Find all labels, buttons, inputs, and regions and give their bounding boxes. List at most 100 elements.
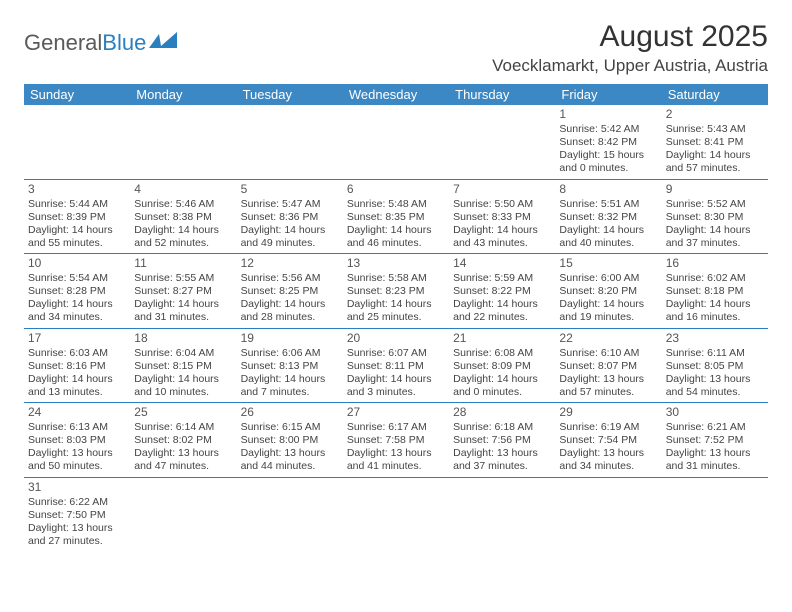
calendar-cell: 10Sunrise: 5:54 AMSunset: 8:28 PMDayligh… xyxy=(24,254,130,329)
daylight-text: Daylight: 14 hours and 19 minutes. xyxy=(559,298,657,324)
sunrise-text: Sunrise: 6:14 AM xyxy=(134,421,232,434)
logo-text-2: Blue xyxy=(102,30,146,56)
sunrise-text: Sunrise: 6:19 AM xyxy=(559,421,657,434)
calendar-week-row: 1Sunrise: 5:42 AMSunset: 8:42 PMDaylight… xyxy=(24,105,768,179)
daylight-text: Daylight: 14 hours and 40 minutes. xyxy=(559,224,657,250)
daylight-text: Daylight: 13 hours and 50 minutes. xyxy=(28,447,126,473)
sunset-text: Sunset: 8:25 PM xyxy=(241,285,339,298)
calendar-page: GeneralBlue August 2025 Voecklamarkt, Up… xyxy=(0,0,792,571)
sunrise-text: Sunrise: 5:52 AM xyxy=(666,198,764,211)
sunrise-text: Sunrise: 6:18 AM xyxy=(453,421,551,434)
calendar-cell: 9Sunrise: 5:52 AMSunset: 8:30 PMDaylight… xyxy=(662,179,768,254)
daylight-text: Daylight: 13 hours and 31 minutes. xyxy=(666,447,764,473)
day-number: 13 xyxy=(347,256,445,271)
sunrise-text: Sunrise: 6:11 AM xyxy=(666,347,764,360)
sunrise-text: Sunrise: 5:56 AM xyxy=(241,272,339,285)
daylight-text: Daylight: 13 hours and 27 minutes. xyxy=(28,522,126,548)
sunset-text: Sunset: 8:38 PM xyxy=(134,211,232,224)
daylight-text: Daylight: 14 hours and 37 minutes. xyxy=(666,224,764,250)
sunset-text: Sunset: 8:15 PM xyxy=(134,360,232,373)
day-number: 3 xyxy=(28,182,126,197)
sunrise-text: Sunrise: 5:54 AM xyxy=(28,272,126,285)
day-number: 7 xyxy=(453,182,551,197)
daylight-text: Daylight: 14 hours and 3 minutes. xyxy=(347,373,445,399)
calendar-cell: 24Sunrise: 6:13 AMSunset: 8:03 PMDayligh… xyxy=(24,403,130,478)
calendar-cell: 21Sunrise: 6:08 AMSunset: 8:09 PMDayligh… xyxy=(449,328,555,403)
calendar-table: SundayMondayTuesdayWednesdayThursdayFrid… xyxy=(24,84,768,551)
day-number: 15 xyxy=(559,256,657,271)
sunset-text: Sunset: 8:39 PM xyxy=(28,211,126,224)
calendar-cell: 5Sunrise: 5:47 AMSunset: 8:36 PMDaylight… xyxy=(237,179,343,254)
day-number: 29 xyxy=(559,405,657,420)
calendar-cell: 1Sunrise: 5:42 AMSunset: 8:42 PMDaylight… xyxy=(555,105,661,179)
sunrise-text: Sunrise: 5:46 AM xyxy=(134,198,232,211)
sunset-text: Sunset: 8:09 PM xyxy=(453,360,551,373)
daylight-text: Daylight: 14 hours and 28 minutes. xyxy=(241,298,339,324)
day-number: 17 xyxy=(28,331,126,346)
calendar-week-row: 24Sunrise: 6:13 AMSunset: 8:03 PMDayligh… xyxy=(24,403,768,478)
calendar-cell: 31Sunrise: 6:22 AMSunset: 7:50 PMDayligh… xyxy=(24,477,130,551)
daylight-text: Daylight: 14 hours and 13 minutes. xyxy=(28,373,126,399)
calendar-cell: 19Sunrise: 6:06 AMSunset: 8:13 PMDayligh… xyxy=(237,328,343,403)
sunrise-text: Sunrise: 6:10 AM xyxy=(559,347,657,360)
day-number: 26 xyxy=(241,405,339,420)
calendar-cell xyxy=(237,105,343,179)
sunset-text: Sunset: 7:54 PM xyxy=(559,434,657,447)
daylight-text: Daylight: 13 hours and 47 minutes. xyxy=(134,447,232,473)
daylight-text: Daylight: 13 hours and 37 minutes. xyxy=(453,447,551,473)
daylight-text: Daylight: 14 hours and 34 minutes. xyxy=(28,298,126,324)
calendar-cell: 3Sunrise: 5:44 AMSunset: 8:39 PMDaylight… xyxy=(24,179,130,254)
day-header: Friday xyxy=(555,84,661,105)
day-header: Monday xyxy=(130,84,236,105)
calendar-cell: 16Sunrise: 6:02 AMSunset: 8:18 PMDayligh… xyxy=(662,254,768,329)
calendar-cell: 13Sunrise: 5:58 AMSunset: 8:23 PMDayligh… xyxy=(343,254,449,329)
sunrise-text: Sunrise: 5:59 AM xyxy=(453,272,551,285)
sunset-text: Sunset: 8:35 PM xyxy=(347,211,445,224)
header: GeneralBlue August 2025 Voecklamarkt, Up… xyxy=(24,20,768,76)
day-number: 11 xyxy=(134,256,232,271)
calendar-week-row: 31Sunrise: 6:22 AMSunset: 7:50 PMDayligh… xyxy=(24,477,768,551)
calendar-cell xyxy=(130,477,236,551)
sunset-text: Sunset: 8:22 PM xyxy=(453,285,551,298)
day-number: 30 xyxy=(666,405,764,420)
sunrise-text: Sunrise: 5:42 AM xyxy=(559,123,657,136)
day-number: 19 xyxy=(241,331,339,346)
day-number: 21 xyxy=(453,331,551,346)
daylight-text: Daylight: 14 hours and 43 minutes. xyxy=(453,224,551,250)
daylight-text: Daylight: 13 hours and 57 minutes. xyxy=(559,373,657,399)
day-number: 16 xyxy=(666,256,764,271)
daylight-text: Daylight: 13 hours and 54 minutes. xyxy=(666,373,764,399)
calendar-cell: 22Sunrise: 6:10 AMSunset: 8:07 PMDayligh… xyxy=(555,328,661,403)
day-number: 10 xyxy=(28,256,126,271)
daylight-text: Daylight: 14 hours and 7 minutes. xyxy=(241,373,339,399)
calendar-cell xyxy=(449,105,555,179)
day-header: Thursday xyxy=(449,84,555,105)
daylight-text: Daylight: 14 hours and 0 minutes. xyxy=(453,373,551,399)
daylight-text: Daylight: 14 hours and 46 minutes. xyxy=(347,224,445,250)
calendar-cell: 27Sunrise: 6:17 AMSunset: 7:58 PMDayligh… xyxy=(343,403,449,478)
daylight-text: Daylight: 14 hours and 52 minutes. xyxy=(134,224,232,250)
day-number: 25 xyxy=(134,405,232,420)
calendar-cell: 4Sunrise: 5:46 AMSunset: 8:38 PMDaylight… xyxy=(130,179,236,254)
daylight-text: Daylight: 14 hours and 57 minutes. xyxy=(666,149,764,175)
sunrise-text: Sunrise: 6:03 AM xyxy=(28,347,126,360)
calendar-cell: 14Sunrise: 5:59 AMSunset: 8:22 PMDayligh… xyxy=(449,254,555,329)
day-number: 4 xyxy=(134,182,232,197)
day-number: 5 xyxy=(241,182,339,197)
calendar-cell: 26Sunrise: 6:15 AMSunset: 8:00 PMDayligh… xyxy=(237,403,343,478)
sunset-text: Sunset: 8:16 PM xyxy=(28,360,126,373)
logo: GeneralBlue xyxy=(24,30,177,56)
sunrise-text: Sunrise: 5:51 AM xyxy=(559,198,657,211)
daylight-text: Daylight: 13 hours and 34 minutes. xyxy=(559,447,657,473)
day-number: 18 xyxy=(134,331,232,346)
sunrise-text: Sunrise: 6:22 AM xyxy=(28,496,126,509)
calendar-cell: 17Sunrise: 6:03 AMSunset: 8:16 PMDayligh… xyxy=(24,328,130,403)
day-number: 9 xyxy=(666,182,764,197)
day-number: 2 xyxy=(666,107,764,122)
calendar-cell: 29Sunrise: 6:19 AMSunset: 7:54 PMDayligh… xyxy=(555,403,661,478)
calendar-cell xyxy=(343,477,449,551)
calendar-week-row: 17Sunrise: 6:03 AMSunset: 8:16 PMDayligh… xyxy=(24,328,768,403)
sunset-text: Sunset: 7:52 PM xyxy=(666,434,764,447)
day-number: 22 xyxy=(559,331,657,346)
day-header: Tuesday xyxy=(237,84,343,105)
